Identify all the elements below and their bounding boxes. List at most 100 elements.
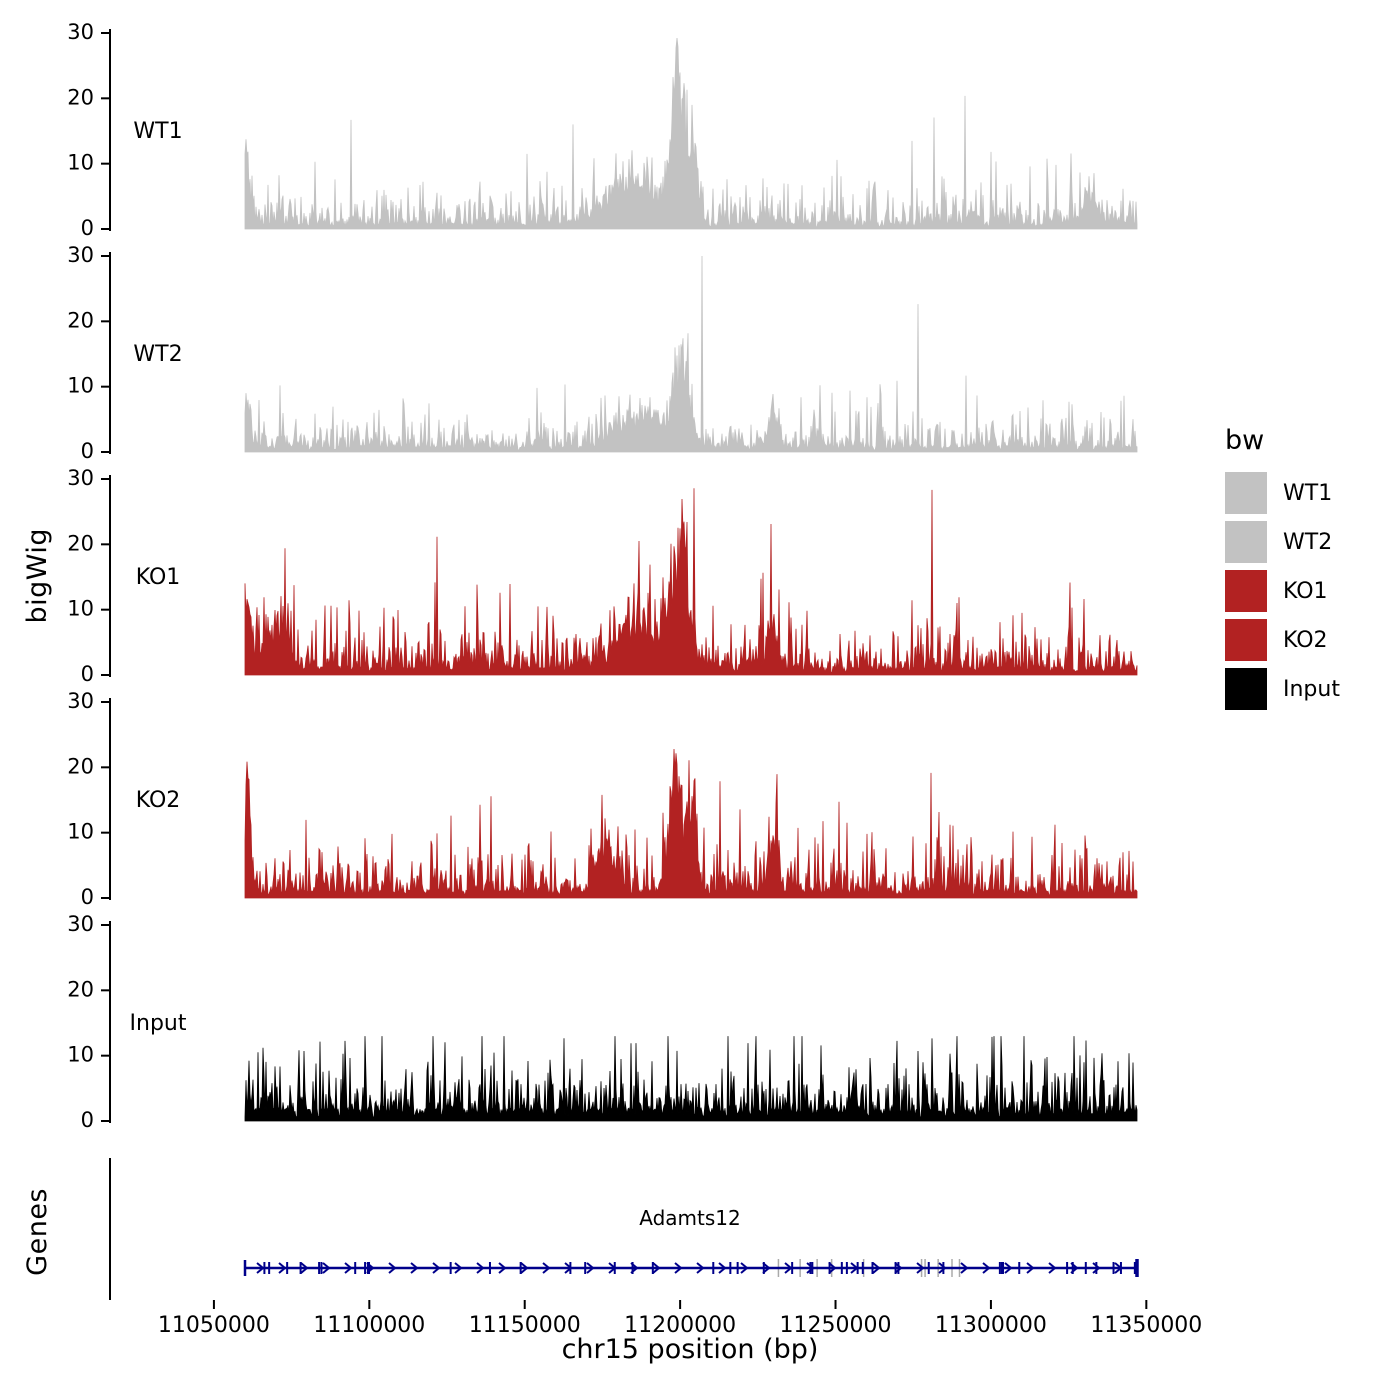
strand-arrow	[542, 1262, 551, 1274]
track-label-ko1: KO1	[135, 565, 181, 590]
strand-arrow	[256, 1262, 265, 1274]
legend-title: bw	[1225, 425, 1265, 456]
y-tick-label: 20	[67, 85, 94, 109]
strand-arrow	[696, 1262, 705, 1274]
x-axis-title: chr15 position (bp)	[561, 1334, 819, 1365]
x-tick-label: 11350000	[1090, 1313, 1202, 1338]
legend-swatch-input	[1225, 668, 1267, 710]
y-tick-label: 10	[67, 151, 94, 175]
strand-arrow	[630, 1262, 639, 1274]
strand-arrow	[982, 1262, 991, 1274]
legend-entry-wt1: WT1	[1225, 472, 1340, 514]
y-axis-label-genes: Genes	[22, 1188, 53, 1276]
y-axis-label-bigwig: bigWig	[22, 528, 53, 624]
legend-entry-input: Input	[1225, 668, 1340, 710]
legend: bw WT1 WT2 KO1 KO2 Input	[1225, 425, 1340, 717]
signal-ko1	[244, 488, 1138, 676]
y-tick-label: 30	[67, 912, 94, 936]
legend-entry-label: Input	[1283, 676, 1340, 702]
y-tick-label: 10	[67, 1043, 94, 1067]
strand-arrow	[784, 1262, 793, 1274]
y-tick-label: 20	[67, 977, 94, 1001]
legend-entry-ko2: KO2	[1225, 619, 1340, 661]
strand-arrow	[1070, 1262, 1079, 1274]
y-tick-label: 20	[67, 531, 94, 555]
y-tick-label: 0	[81, 439, 94, 463]
strand-arrow	[1026, 1262, 1035, 1274]
strand-arrow	[410, 1262, 419, 1274]
y-tick-label: 20	[67, 308, 94, 332]
y-tick-label: 30	[67, 20, 94, 44]
legend-swatch-ko2	[1225, 619, 1267, 661]
legend-entry-wt2: WT2	[1225, 521, 1340, 563]
gene-name-label: Adamts12	[639, 1206, 741, 1230]
y-tick-label: 10	[67, 374, 94, 398]
strand-arrow	[850, 1262, 859, 1274]
x-tick-label: 11300000	[935, 1313, 1047, 1338]
strand-arrow	[674, 1262, 683, 1274]
strand-arrow	[806, 1262, 815, 1274]
strand-arrow	[1048, 1262, 1057, 1274]
strand-arrow	[388, 1262, 397, 1274]
x-tick-label: 11150000	[469, 1313, 581, 1338]
strand-arrow	[454, 1262, 463, 1274]
strand-arrow	[586, 1262, 595, 1274]
strand-arrow	[476, 1262, 485, 1274]
legend-swatch-wt2	[1225, 521, 1267, 563]
y-tick-label: 10	[67, 597, 94, 621]
strand-arrow	[916, 1262, 925, 1274]
strand-arrow	[938, 1262, 947, 1274]
track-label-ko2: KO2	[135, 788, 181, 813]
y-tick-label: 30	[67, 243, 94, 267]
strand-arrow	[432, 1262, 441, 1274]
y-tick-label: 0	[81, 216, 94, 240]
track-label-input: Input	[129, 1011, 187, 1036]
x-tick-label: 11100000	[313, 1313, 425, 1338]
strand-arrow	[828, 1262, 837, 1274]
y-tick-label: 20	[67, 754, 94, 778]
y-tick-label: 30	[67, 689, 94, 713]
strand-arrow	[872, 1262, 881, 1274]
strand-arrow	[608, 1262, 617, 1274]
strand-arrow	[960, 1262, 969, 1274]
track-label-wt1: WT1	[133, 119, 183, 144]
y-tick-label: 0	[81, 662, 94, 686]
y-tick-label: 0	[81, 885, 94, 909]
legend-entry-label: WT2	[1283, 529, 1333, 555]
signal-wt2	[244, 255, 1138, 453]
strand-arrow	[718, 1262, 727, 1274]
strand-arrow	[520, 1262, 529, 1274]
x-tick-label: 11250000	[780, 1313, 892, 1338]
track-label-wt2: WT2	[133, 342, 183, 367]
legend-entry-ko1: KO1	[1225, 570, 1340, 612]
strand-arrow	[564, 1262, 573, 1274]
strand-arrow	[894, 1262, 903, 1274]
legend-entry-label: WT1	[1283, 480, 1333, 506]
strand-arrow	[366, 1262, 375, 1274]
strand-arrow	[278, 1262, 287, 1274]
signal-ko2	[244, 748, 1138, 899]
legend-entry-label: KO1	[1283, 578, 1328, 604]
y-tick-label: 0	[81, 1108, 94, 1132]
x-tick-label: 11200000	[624, 1313, 736, 1338]
strand-arrow	[1114, 1262, 1123, 1274]
y-tick-label: 10	[67, 820, 94, 844]
strand-arrow	[344, 1262, 353, 1274]
signal-input	[244, 1036, 1138, 1122]
strand-arrow	[762, 1262, 771, 1274]
strand-arrow	[498, 1262, 507, 1274]
x-tick-label: 11050000	[158, 1313, 270, 1338]
legend-entry-label: KO2	[1283, 627, 1328, 653]
y-tick-label: 30	[67, 466, 94, 490]
strand-arrow	[652, 1262, 661, 1274]
strand-arrow	[1004, 1262, 1013, 1274]
legend-swatch-ko1	[1225, 570, 1267, 612]
strand-arrow	[1092, 1262, 1101, 1274]
strand-arrow	[322, 1262, 331, 1274]
strand-arrow	[300, 1262, 309, 1274]
legend-swatch-wt1	[1225, 472, 1267, 514]
strand-arrow	[740, 1262, 749, 1274]
signal-wt1	[244, 38, 1138, 230]
